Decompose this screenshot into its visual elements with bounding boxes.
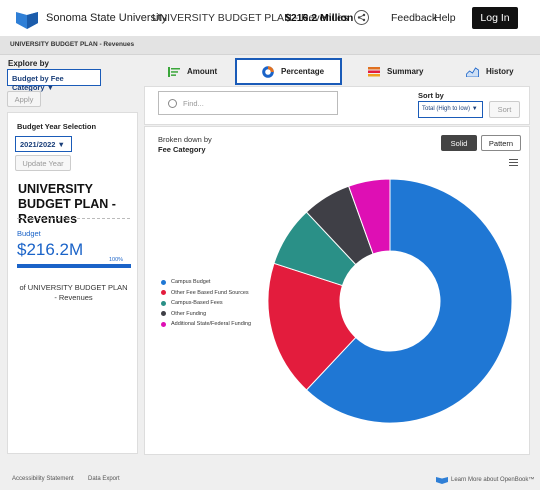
openbook-logo-icon bbox=[436, 477, 448, 484]
apply-button[interactable]: Apply bbox=[7, 91, 41, 107]
donut-slice[interactable] bbox=[267, 262, 357, 391]
budget-label: Budget bbox=[17, 229, 41, 238]
budget-year-panel: Budget Year Selection 2021/2022 ▼ Update… bbox=[7, 112, 138, 454]
accessibility-link[interactable]: Accessibility Statement bbox=[12, 476, 74, 482]
legend-item[interactable]: Other Funding bbox=[161, 309, 251, 320]
explore-by-select[interactable]: Budget by Fee Category ▼ bbox=[7, 69, 101, 92]
explore-by-value: Budget by Fee Category bbox=[12, 74, 64, 92]
explore-by-label: Explore by bbox=[8, 59, 49, 68]
legend-swatch bbox=[161, 311, 166, 317]
plan-total: $216.2 Million bbox=[285, 12, 354, 24]
legend-item[interactable]: Other Fee Based Fund Sources bbox=[161, 288, 251, 299]
tab-history-label: History bbox=[486, 67, 514, 76]
donut-slice[interactable] bbox=[348, 178, 391, 255]
budget-value: $216.2M bbox=[17, 240, 84, 259]
hamburger-menu-icon[interactable] bbox=[509, 159, 518, 166]
budget-year-label: Budget Year Selection bbox=[17, 122, 97, 131]
update-year-button[interactable]: Update Year bbox=[15, 155, 71, 171]
year-value: 2021/2022 bbox=[20, 140, 56, 149]
openbook-label: Learn More about OpenBook™ bbox=[451, 476, 535, 483]
plan-title: UNIVERSITY BUDGET PLAN - Revenues bbox=[152, 12, 349, 24]
legend-swatch bbox=[161, 300, 166, 306]
university-logo-icon[interactable] bbox=[16, 9, 38, 29]
category-label: Fee Category bbox=[158, 145, 206, 154]
solid-button[interactable]: Solid bbox=[441, 135, 477, 151]
divider bbox=[17, 218, 130, 219]
tab-amount[interactable]: Amount bbox=[168, 58, 217, 85]
data-export-link[interactable]: Data Export bbox=[88, 476, 120, 482]
legend-swatch bbox=[161, 321, 166, 327]
year-select[interactable]: 2021/2022 ▼ bbox=[15, 136, 72, 152]
university-name[interactable]: Sonoma State University bbox=[46, 12, 168, 24]
tab-summary[interactable]: Summary bbox=[368, 58, 423, 85]
sort-by-label: Sort by bbox=[418, 91, 444, 100]
legend-item[interactable]: Campus-Based Fees bbox=[161, 298, 251, 309]
view-tabs: Amount Percentage Summary History bbox=[144, 58, 530, 86]
legend-item[interactable]: Campus Budget bbox=[161, 277, 251, 288]
footer: Accessibility Statement Data Export Lear… bbox=[0, 470, 540, 490]
budget-note: of UNIVERSITY BUDGET PLAN - Revenues bbox=[19, 283, 128, 302]
openbook-link[interactable]: Learn More about OpenBook™ bbox=[436, 475, 534, 484]
legend-item[interactable]: Additional State/Federal Funding bbox=[161, 319, 251, 330]
search-placeholder: Find... bbox=[183, 99, 204, 108]
search-icon bbox=[168, 99, 177, 108]
legend-swatch bbox=[161, 279, 166, 285]
feedback-link[interactable]: Feedback bbox=[391, 12, 438, 24]
top-bar: Sonoma State University UNIVERSITY BUDGE… bbox=[0, 0, 540, 36]
stack-icon bbox=[368, 66, 380, 76]
legend-label: Additional State/Federal Funding bbox=[171, 321, 252, 328]
legend-label: Campus Budget bbox=[171, 279, 211, 286]
breadcrumb[interactable]: UNIVERSITY BUDGET PLAN - Revenues bbox=[10, 41, 135, 48]
legend-label: Other Funding bbox=[171, 310, 207, 317]
share-icon[interactable] bbox=[354, 10, 369, 25]
tab-percentage-label: Percentage bbox=[281, 67, 325, 76]
sort-value: Total (High to low) bbox=[422, 106, 471, 112]
caret-down-icon: ▼ bbox=[57, 140, 65, 149]
search-input[interactable]: Find... bbox=[158, 91, 338, 115]
tab-history[interactable]: History bbox=[466, 58, 514, 85]
help-link[interactable]: Help bbox=[434, 12, 456, 24]
donut-slice[interactable] bbox=[305, 178, 513, 424]
tab-amount-label: Amount bbox=[187, 67, 218, 76]
pattern-button[interactable]: Pattern bbox=[481, 135, 521, 151]
donut-icon bbox=[262, 65, 274, 78]
chart-panel: Broken down by Fee Category Solid Patter… bbox=[144, 126, 530, 455]
chart-legend: Campus Budget Other Fee Based Fund Source… bbox=[161, 277, 251, 330]
legend-swatch bbox=[161, 290, 166, 296]
budget-progress-fill bbox=[17, 264, 131, 268]
list-icon bbox=[168, 66, 180, 77]
budget-plan-title: UNIVERSITY BUDGET PLAN - Revenues bbox=[18, 182, 116, 226]
caret-down-icon: ▼ bbox=[46, 83, 55, 92]
donut-chart bbox=[267, 178, 513, 424]
tab-summary-label: Summary bbox=[387, 67, 424, 76]
sort-button[interactable]: Sort bbox=[489, 101, 520, 118]
broken-down-label: Broken down by bbox=[158, 135, 212, 144]
area-chart-icon bbox=[466, 66, 479, 77]
login-button[interactable]: Log In bbox=[472, 7, 518, 29]
budget-percent: 100% bbox=[109, 257, 124, 263]
tab-percentage[interactable]: Percentage bbox=[235, 58, 342, 85]
legend-label: Campus-Based Fees bbox=[171, 300, 223, 307]
sort-select[interactable]: Total (High to low) ▼ bbox=[418, 101, 483, 118]
caret-down-icon: ▼ bbox=[471, 106, 478, 112]
legend-label: Other Fee Based Fund Sources bbox=[171, 289, 249, 296]
search-sort-panel: Find... Sort by Total (High to low) ▼ So… bbox=[144, 86, 530, 125]
budget-progress-track bbox=[17, 264, 131, 268]
breadcrumb-bar: UNIVERSITY BUDGET PLAN - Revenues bbox=[0, 36, 540, 55]
